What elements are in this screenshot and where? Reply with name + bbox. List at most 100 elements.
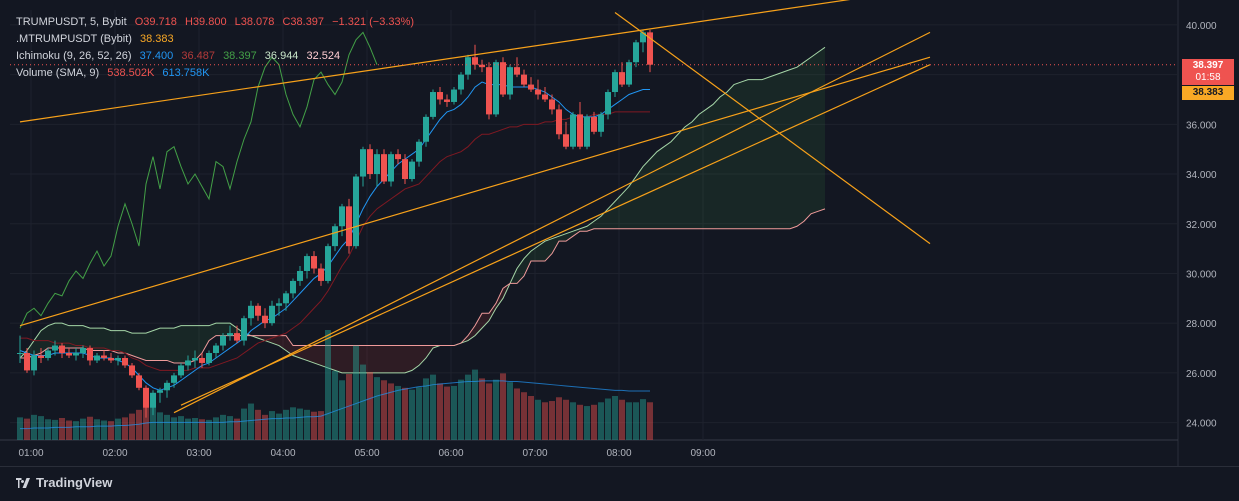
ichimoku-cloud-segment <box>804 57 811 222</box>
candle-body <box>521 74 527 85</box>
ichimoku-cloud-segment <box>272 335 279 346</box>
ichimoku-cloud-segment <box>580 226 587 232</box>
ichimoku-cloud-segment <box>475 313 482 336</box>
ichimoku-cloud-segment <box>146 330 153 361</box>
ichimoku-cloud-segment <box>209 323 216 341</box>
volume-bar <box>556 397 562 440</box>
candle-body <box>45 350 51 358</box>
volume-bar <box>521 392 527 440</box>
volume-bar <box>318 411 324 440</box>
x-tick-label: 01:00 <box>18 448 43 459</box>
volume-bar <box>479 378 485 440</box>
legend-ichimoku-name: Ichimoku (9, 26, 52, 26) <box>16 50 132 62</box>
legend-mark-row[interactable]: .MTRUMPUSDT (Bybit) 38.383 <box>16 31 419 48</box>
candle-body <box>388 154 394 182</box>
volume-bar <box>234 418 240 440</box>
volume-bar <box>325 330 331 440</box>
volume-bar <box>157 412 163 440</box>
volume-bar <box>136 409 142 440</box>
ichimoku-cloud-segment <box>776 72 783 229</box>
ichimoku-cloud-segment <box>188 325 195 363</box>
ichimoku-cloud-segment <box>811 52 818 214</box>
volume-bar <box>570 402 576 440</box>
candle-body <box>563 134 569 147</box>
volume-bar <box>647 402 653 440</box>
candle-body <box>206 353 212 363</box>
ichimoku-span-a-line <box>19 46 826 374</box>
ichimoku-cloud-segment <box>83 325 90 351</box>
candle-body <box>122 357 128 366</box>
legend-chikou-value: 38.397 <box>223 50 257 62</box>
candle-body <box>304 256 310 271</box>
y-tick-label: 40.000 <box>1186 21 1217 32</box>
candle-body <box>549 99 555 110</box>
x-tick-label: 08:00 <box>606 448 631 459</box>
volume-bar <box>87 416 93 440</box>
volume-bar <box>577 404 583 440</box>
candle-body <box>612 72 618 93</box>
candle-body <box>633 42 639 63</box>
ichimoku-span-b-line <box>20 208 826 364</box>
y-tick-label: 26.000 <box>1186 369 1217 380</box>
volume-bar <box>45 419 51 440</box>
volume-bar <box>73 421 79 440</box>
candle-body <box>87 348 93 361</box>
candle-body <box>262 315 268 324</box>
candle-body <box>59 345 65 354</box>
legend-symbol-row[interactable]: TRUMPUSDT, 5, Bybit O39.718 H39.800 L38.… <box>16 14 419 31</box>
candle-body <box>73 353 79 356</box>
ichimoku-cloud-segment <box>398 345 405 373</box>
tradingview-brand[interactable]: TradingView <box>16 475 112 490</box>
chart-legend: TRUMPUSDT, 5, Bybit O39.718 H39.800 L38.… <box>16 14 419 82</box>
candle-body <box>227 333 233 336</box>
ichimoku-cloud-segment <box>370 345 377 373</box>
volume-bar <box>458 379 464 440</box>
volume-bar <box>262 414 268 440</box>
volume-bar <box>283 409 289 440</box>
candle-body <box>640 32 646 43</box>
volume-bar <box>122 417 128 440</box>
candle-body <box>451 89 457 102</box>
legend-ichimoku-row[interactable]: Ichimoku (9, 26, 52, 26) 37.400 36.487 3… <box>16 48 419 65</box>
volume-bar <box>626 402 632 440</box>
candle-body <box>381 154 387 182</box>
volume-bar <box>304 409 310 440</box>
ichimoku-cloud-segment <box>195 325 202 361</box>
candle-body <box>318 268 324 281</box>
volume-bar <box>535 399 541 440</box>
legend-symbol[interactable]: TRUMPUSDT, 5, Bybit <box>16 16 127 28</box>
legend-volume-row[interactable]: Volume (SMA, 9) 538.502K 613.758K <box>16 65 419 82</box>
volume-bar <box>192 418 198 440</box>
ichimoku-cloud-segment <box>223 323 230 336</box>
candle-body <box>507 67 513 95</box>
candle-body <box>346 206 352 247</box>
candle-body <box>528 84 534 90</box>
volume-bar <box>290 407 296 440</box>
x-tick-label: 09:00 <box>690 448 715 459</box>
volume-bar <box>108 421 114 440</box>
volume-bar <box>297 408 303 440</box>
candle-body <box>297 270 303 281</box>
ichimoku-cloud-segment <box>328 345 335 371</box>
trendline <box>19 0 851 123</box>
ichimoku-cloud-segment <box>496 288 503 309</box>
price-chart-canvas[interactable]: 40.00038.00036.00034.00032.00030.00028.0… <box>0 0 1239 466</box>
volume-bar <box>395 385 401 440</box>
tradingview-logo-icon <box>16 477 30 488</box>
candle-body <box>556 109 562 135</box>
candle-body <box>465 57 471 75</box>
volume-bar <box>381 380 387 440</box>
volume-bar <box>52 419 58 440</box>
ichimoku-cloud-segment <box>783 69 790 229</box>
ichimoku-cloud-segment <box>720 92 727 229</box>
candle-body <box>255 305 261 316</box>
ichimoku-cloud-segment <box>594 216 601 229</box>
candle-body <box>486 67 492 115</box>
candle-body <box>598 114 604 132</box>
candle-body <box>444 99 450 102</box>
volume-bar <box>465 374 471 440</box>
candle-body <box>409 161 415 180</box>
ichimoku-chikou-line <box>19 31 378 329</box>
volume-bar <box>493 379 499 440</box>
